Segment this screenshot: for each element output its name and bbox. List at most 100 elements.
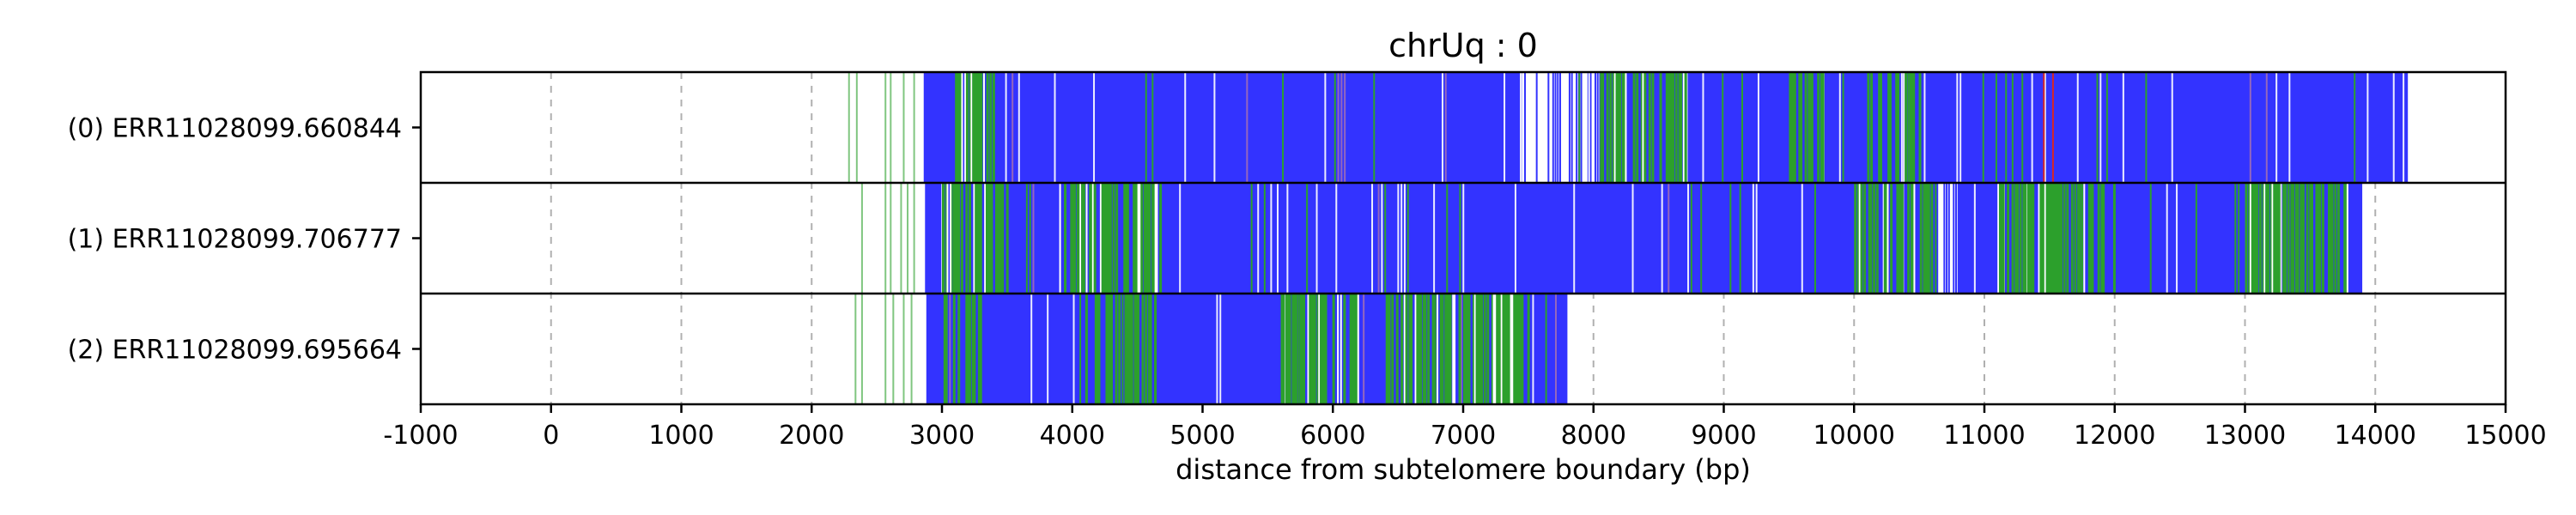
green-mark [1685, 72, 1687, 183]
green-mark [989, 72, 992, 183]
green-mark [1459, 183, 1461, 294]
gap-mark [1381, 183, 1382, 294]
gap-mark [1956, 72, 1958, 183]
x-tick-label: 1000 [648, 421, 714, 451]
purple-mark [1012, 72, 1013, 183]
x-tick-label: 5000 [1170, 421, 1235, 451]
green-mark [2063, 183, 2066, 294]
green-mark [900, 183, 902, 294]
gap-mark [2123, 72, 2124, 183]
gap-mark [1913, 183, 1915, 294]
green-mark [1442, 294, 1444, 404]
green-mark [1446, 183, 1448, 294]
green-mark [2005, 72, 2007, 183]
green-mark [890, 72, 891, 183]
green-mark [848, 72, 850, 183]
green-mark [2322, 183, 2324, 294]
green-mark [1528, 294, 1530, 404]
read-label: (0) ERR11028099.660844 [68, 114, 402, 144]
gap-mark [1324, 72, 1326, 183]
green-mark [1410, 294, 1413, 404]
green-mark [1794, 72, 1796, 183]
green-mark [1406, 294, 1408, 404]
green-mark [957, 183, 960, 294]
green-mark [2102, 183, 2105, 294]
gap-mark [1437, 294, 1438, 404]
green-mark [1148, 183, 1151, 294]
green-mark [1928, 183, 1930, 294]
green-mark [2021, 72, 2023, 183]
gap-mark [1156, 183, 1157, 294]
green-mark [892, 294, 894, 404]
green-mark [1651, 72, 1654, 183]
gap-mark [1054, 72, 1056, 183]
green-mark [1729, 183, 1731, 294]
green-mark [1691, 183, 1692, 294]
green-mark [1282, 72, 1284, 183]
gap-mark [1397, 183, 1399, 294]
purple-mark [1363, 294, 1364, 404]
green-mark [1919, 72, 1922, 183]
read-label: (1) ERR11028099.706777 [68, 225, 402, 255]
green-mark [1935, 183, 1936, 294]
blue-mark [1955, 183, 1957, 294]
green-mark [1672, 72, 1674, 183]
green-mark [890, 183, 891, 294]
blue-mark [1943, 183, 1945, 294]
gap-mark [2288, 72, 2290, 183]
green-mark [1996, 72, 1997, 183]
blue-mark [1524, 72, 1526, 183]
green-mark [2292, 183, 2294, 294]
green-mark [1151, 72, 1153, 183]
green-mark [1817, 72, 1820, 183]
green-mark [2012, 183, 2014, 294]
green-mark [914, 72, 915, 183]
green-mark [1521, 294, 1523, 404]
green-mark [2081, 183, 2083, 294]
gap-mark [1277, 183, 1279, 294]
green-mark [1876, 183, 1879, 294]
green-mark [1814, 183, 1816, 294]
gap-mark [1643, 72, 1644, 183]
x-tick-label: 0 [543, 421, 559, 451]
green-mark [911, 294, 913, 404]
x-tick-label: 10000 [1814, 421, 1895, 451]
read-track [848, 72, 2408, 183]
x-tick-label: 8000 [1561, 421, 1626, 451]
green-mark [1901, 183, 1904, 294]
green-mark [1306, 183, 1308, 294]
green-mark [902, 72, 904, 183]
green-mark [1869, 183, 1872, 294]
green-mark [1912, 72, 1915, 183]
blue-mark [1590, 72, 1592, 183]
green-mark [1578, 72, 1580, 183]
gap-mark [1213, 72, 1215, 183]
gap-mark [1308, 294, 1309, 404]
gap-mark [1093, 72, 1095, 183]
purple-mark [1668, 183, 1669, 294]
gap-mark [1340, 294, 1342, 404]
gap-mark [1270, 183, 1272, 294]
green-mark [980, 183, 982, 294]
green-mark [2012, 72, 2014, 183]
green-mark [973, 294, 975, 404]
purple-mark [1246, 72, 1248, 183]
green-mark [1145, 72, 1147, 183]
gap-mark [2176, 183, 2178, 294]
gap-mark [1155, 183, 1157, 294]
gap-mark [1614, 72, 1616, 183]
green-mark [2267, 183, 2269, 294]
green-mark [1897, 72, 1899, 183]
green-mark [2337, 183, 2340, 294]
green-mark [2145, 72, 2147, 183]
gap-mark [1100, 183, 1102, 294]
green-mark [1026, 183, 1028, 294]
red-mark [2043, 72, 2044, 183]
green-mark [2032, 183, 2034, 294]
gap-mark [1886, 183, 1888, 294]
green-mark [990, 183, 993, 294]
green-mark [1427, 294, 1430, 404]
green-mark [1920, 183, 1923, 294]
green-mark [1064, 183, 1066, 294]
green-mark [965, 183, 968, 294]
